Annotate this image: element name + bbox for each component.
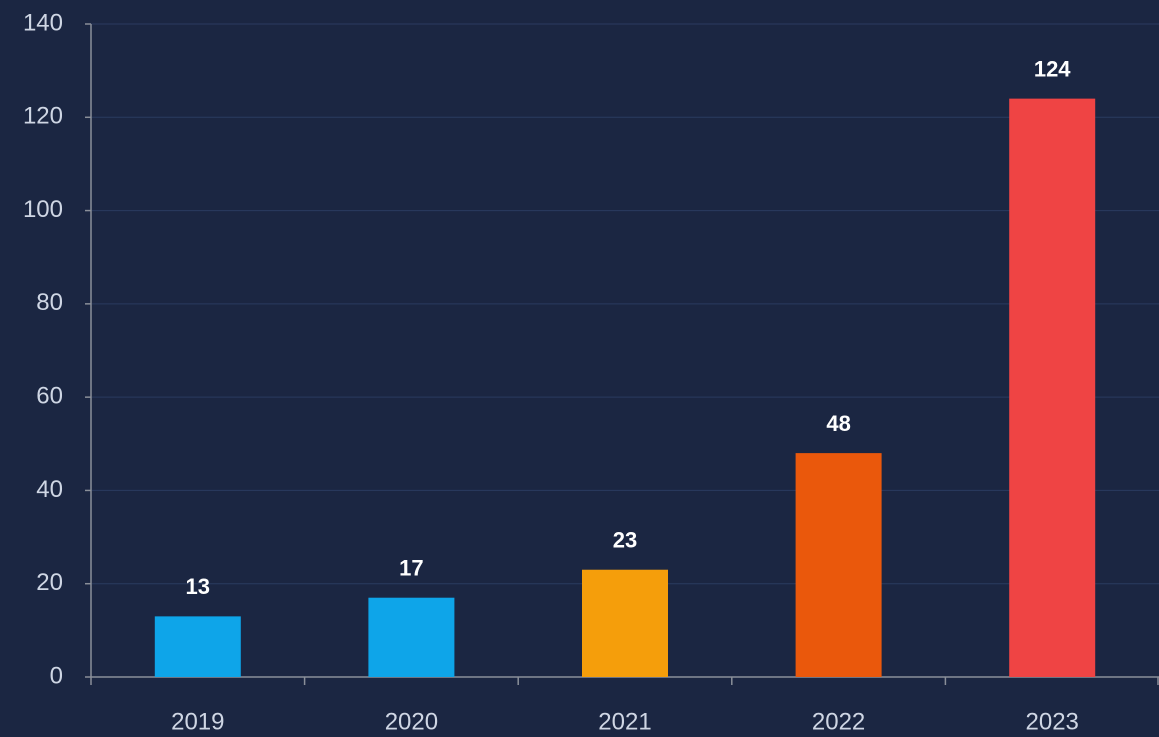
y-tick-label: 40: [36, 476, 63, 503]
x-tick-label: 2021: [598, 708, 651, 735]
y-tick-label: 120: [23, 103, 63, 130]
value-label: 48: [826, 411, 850, 436]
x-tick-label: 2019: [171, 708, 224, 735]
x-tick-label: 2023: [1026, 708, 1079, 735]
y-tick-label: 140: [23, 9, 63, 36]
bar: [795, 453, 882, 677]
value-label: 17: [399, 556, 423, 581]
y-tick-label: 60: [36, 382, 63, 409]
value-label: 124: [1034, 56, 1071, 81]
value-label: 13: [186, 574, 210, 599]
x-tick-label: 2022: [812, 708, 865, 735]
y-tick-label: 20: [36, 569, 63, 596]
y-tick-label: 80: [36, 289, 63, 316]
bar: [154, 616, 241, 677]
bar: [1009, 98, 1096, 678]
x-tick-label: 2020: [385, 708, 438, 735]
bar: [368, 597, 455, 677]
value-label: 23: [613, 528, 637, 553]
y-tick-label: 100: [23, 196, 63, 223]
y-tick-label: 0: [50, 662, 63, 689]
bar: [582, 569, 668, 677]
